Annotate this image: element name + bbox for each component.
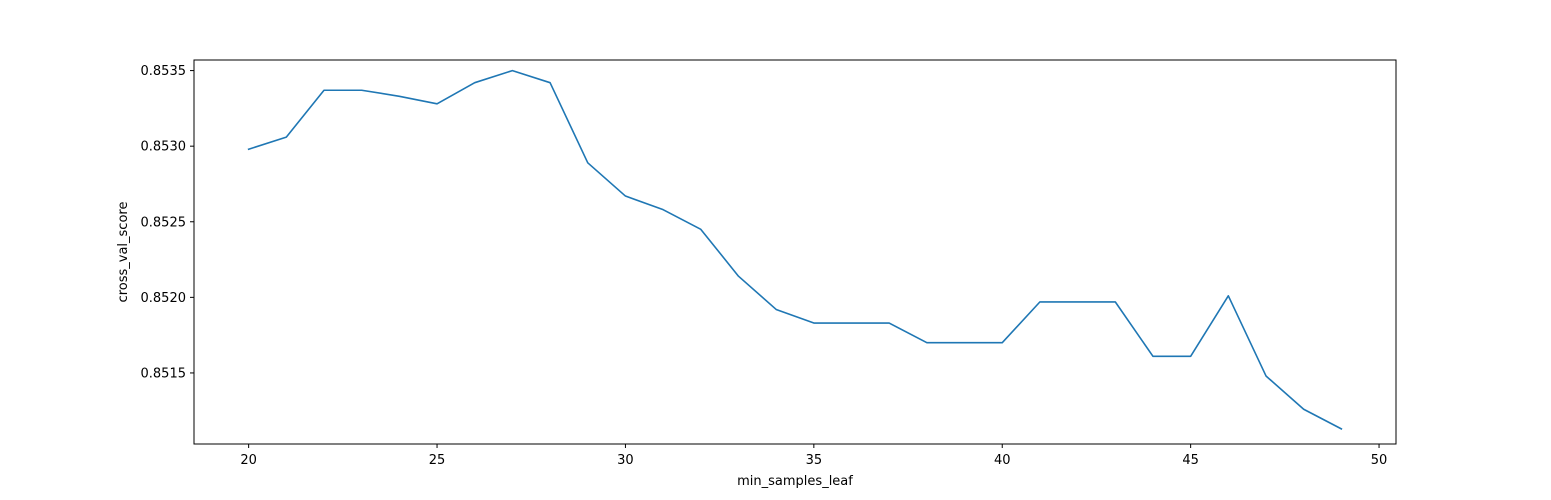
x-tick-label: 40 xyxy=(994,453,1011,468)
x-tick-label: 30 xyxy=(617,453,634,468)
x-tick-label: 25 xyxy=(429,453,446,468)
y-tick-label: 0.8535 xyxy=(141,64,187,79)
x-tick-label: 20 xyxy=(240,453,257,468)
y-axis-label: cross_val_score xyxy=(116,202,131,303)
y-tick-label: 0.8520 xyxy=(141,291,187,306)
x-tick-label: 35 xyxy=(806,453,823,468)
x-tick-label: 45 xyxy=(1182,453,1199,468)
series-group xyxy=(247,69,1343,430)
y-tick-label: 0.8525 xyxy=(141,215,187,230)
series-line-0 xyxy=(247,69,1343,430)
y-tick-label: 0.8530 xyxy=(141,140,187,155)
x-tick-label: 50 xyxy=(1371,453,1388,468)
y-tick-label: 0.8515 xyxy=(141,366,187,381)
x-axis-label: min_samples_leaf xyxy=(737,474,853,489)
y-axis-ticks: 0.8515 0.8520 0.8525 0.8530 0.8535 xyxy=(141,64,194,381)
plot-area-frame xyxy=(193,59,1397,445)
x-axis-ticks: 20 25 30 35 40 45 50 xyxy=(240,444,1387,468)
